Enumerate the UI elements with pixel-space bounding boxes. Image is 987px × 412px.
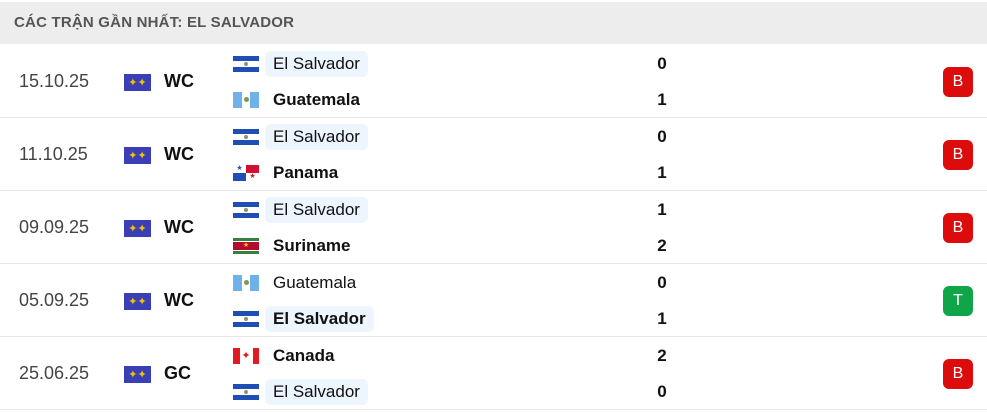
match-row[interactable]: 15.10.25 ✦✦ WC El Salvador 0 Guatemala 1… <box>0 45 987 118</box>
team-name: El Salvador <box>265 379 368 405</box>
result-badge: B <box>943 67 973 97</box>
team-name: Guatemala <box>273 273 357 292</box>
team-away[interactable]: El Salvador <box>233 306 374 332</box>
world-map-icon: ✦✦ <box>124 220 151 237</box>
el-salvador-flag-icon <box>233 202 259 218</box>
match-date: 09.09.25 <box>19 217 90 237</box>
competition: WC <box>164 71 194 91</box>
el-salvador-flag-icon <box>233 56 259 72</box>
team-name: El Salvador <box>265 124 368 150</box>
team-away[interactable]: ★ ★ Panama <box>233 160 346 186</box>
competition: WC <box>164 144 194 164</box>
el-salvador-flag-icon <box>233 311 259 327</box>
team-name: El Salvador <box>265 306 374 332</box>
guatemala-flag-icon <box>233 275 259 291</box>
result-badge: B <box>943 140 973 170</box>
match-date: 11.10.25 <box>19 144 88 164</box>
team-home[interactable]: Guatemala <box>233 270 364 296</box>
competition: WC <box>164 290 194 310</box>
team-home[interactable]: El Salvador <box>233 197 368 223</box>
result-badge: B <box>943 213 973 243</box>
competition: WC <box>164 217 194 237</box>
el-salvador-flag-icon <box>233 129 259 145</box>
team-home[interactable]: El Salvador <box>233 124 368 150</box>
team-home[interactable]: El Salvador <box>233 51 368 77</box>
section-header: CÁC TRẬN GẦN NHẤT: EL SALVADOR <box>0 2 987 44</box>
match-date: 25.06.25 <box>19 363 90 383</box>
match-row[interactable]: 05.09.25 ✦✦ WC Guatemala 0 El Salvador 1… <box>0 264 987 337</box>
suriname-flag-icon: ★ <box>233 238 259 254</box>
panama-flag-icon: ★ ★ <box>233 165 259 181</box>
match-row[interactable]: 25.06.25 ✦✦ GC ✦ Canada 2 El Salvador 0 … <box>0 337 987 410</box>
team-name: Guatemala <box>273 90 360 109</box>
world-map-icon: ✦✦ <box>124 366 151 383</box>
team-name: Suriname <box>273 236 351 255</box>
team-home[interactable]: ✦ Canada <box>233 343 342 369</box>
canada-flag-icon: ✦ <box>233 348 259 364</box>
score-home: 0 <box>657 273 667 292</box>
team-away[interactable]: El Salvador <box>233 379 368 405</box>
match-row[interactable]: 11.10.25 ✦✦ WC El Salvador 0 ★ ★ Panama 1… <box>0 118 987 191</box>
score-away: 0 <box>657 382 667 401</box>
world-map-icon: ✦✦ <box>124 147 151 164</box>
team-name: Panama <box>273 163 339 182</box>
score-home: 1 <box>657 200 667 219</box>
team-name: El Salvador <box>265 197 368 223</box>
result-badge: B <box>943 359 973 389</box>
result-badge: T <box>943 286 973 316</box>
world-map-icon: ✦✦ <box>124 293 151 310</box>
score-home: 0 <box>657 54 667 73</box>
team-away[interactable]: Guatemala <box>233 87 368 113</box>
guatemala-flag-icon <box>233 92 259 108</box>
team-name: El Salvador <box>265 51 368 77</box>
competition: GC <box>164 363 191 383</box>
score-away: 1 <box>657 90 667 109</box>
score-away: 1 <box>657 309 667 328</box>
score-home: 2 <box>657 346 667 365</box>
world-map-icon: ✦✦ <box>124 74 151 91</box>
match-row[interactable]: 09.09.25 ✦✦ WC El Salvador 1 ★ Suriname … <box>0 191 987 264</box>
el-salvador-flag-icon <box>233 384 259 400</box>
match-date: 05.09.25 <box>19 290 90 310</box>
team-name: Canada <box>273 346 335 365</box>
match-date: 15.10.25 <box>19 71 90 91</box>
score-away: 1 <box>657 163 667 182</box>
score-away: 2 <box>657 236 667 255</box>
score-home: 0 <box>657 127 667 146</box>
team-away[interactable]: ★ Suriname <box>233 233 358 259</box>
